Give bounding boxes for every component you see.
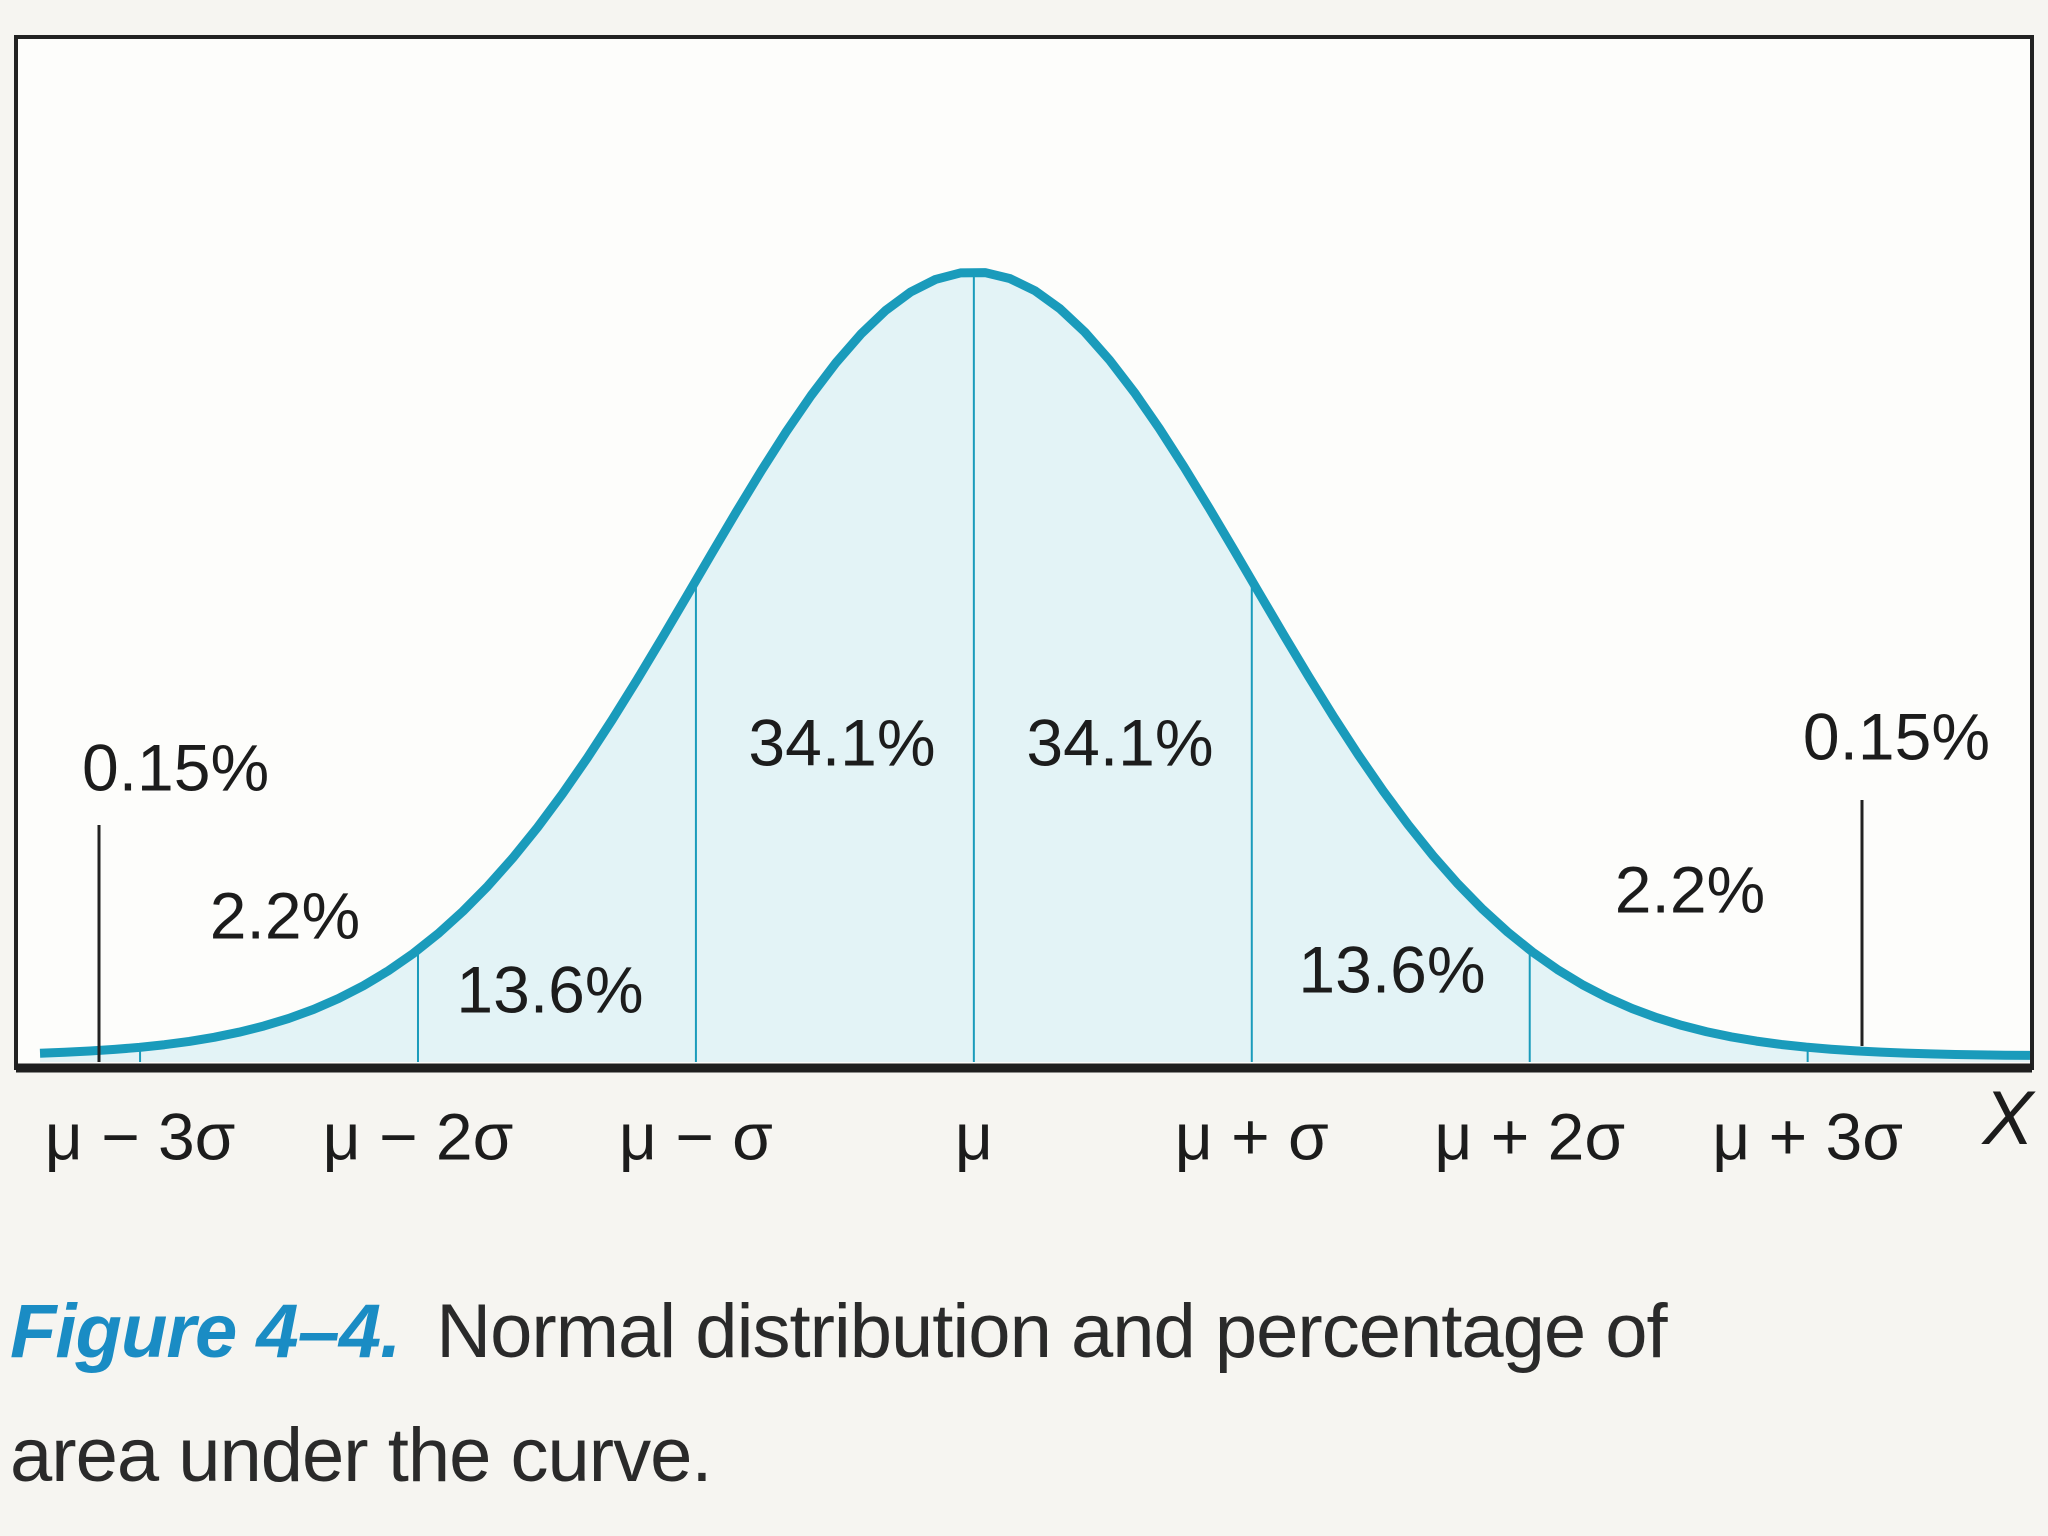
value-label: 34.1%: [1026, 705, 1213, 779]
x-tick-label: μ + 3σ: [1712, 1099, 1903, 1173]
caption-text: Normal distribution and percentage of: [436, 1289, 1667, 1374]
curve: [39, 268, 2031, 1060]
x-tick-label: μ: [955, 1099, 993, 1173]
value-label: 13.6%: [1298, 932, 1485, 1006]
caption-line: area under the curve.: [10, 1412, 712, 1499]
plot: [39, 268, 2031, 1062]
x-axis-label: X: [1981, 1076, 2037, 1161]
x-tick-label: μ + 2σ: [1434, 1099, 1625, 1173]
value-label: 2.2%: [1615, 852, 1765, 926]
value-label: 13.6%: [456, 952, 643, 1026]
area-region: [1529, 949, 1808, 1062]
area-region: [140, 949, 418, 1062]
value-label: 0.15%: [82, 730, 269, 804]
caption-line: Figure 4–4. Normal distribution and perce…: [10, 1288, 1668, 1375]
value-label: 0.15%: [1803, 699, 1990, 773]
x-tick-label: μ + σ: [1175, 1099, 1329, 1173]
caption-text: area under the curve.: [10, 1413, 712, 1498]
x-tick-label: μ − 3σ: [45, 1099, 236, 1173]
x-tick-label: μ − 2σ: [323, 1099, 514, 1173]
value-label: 2.2%: [210, 878, 360, 952]
x-tick-label: μ − σ: [619, 1099, 773, 1173]
figure-label: Figure 4–4.: [10, 1289, 401, 1374]
value-label: 34.1%: [748, 705, 935, 779]
